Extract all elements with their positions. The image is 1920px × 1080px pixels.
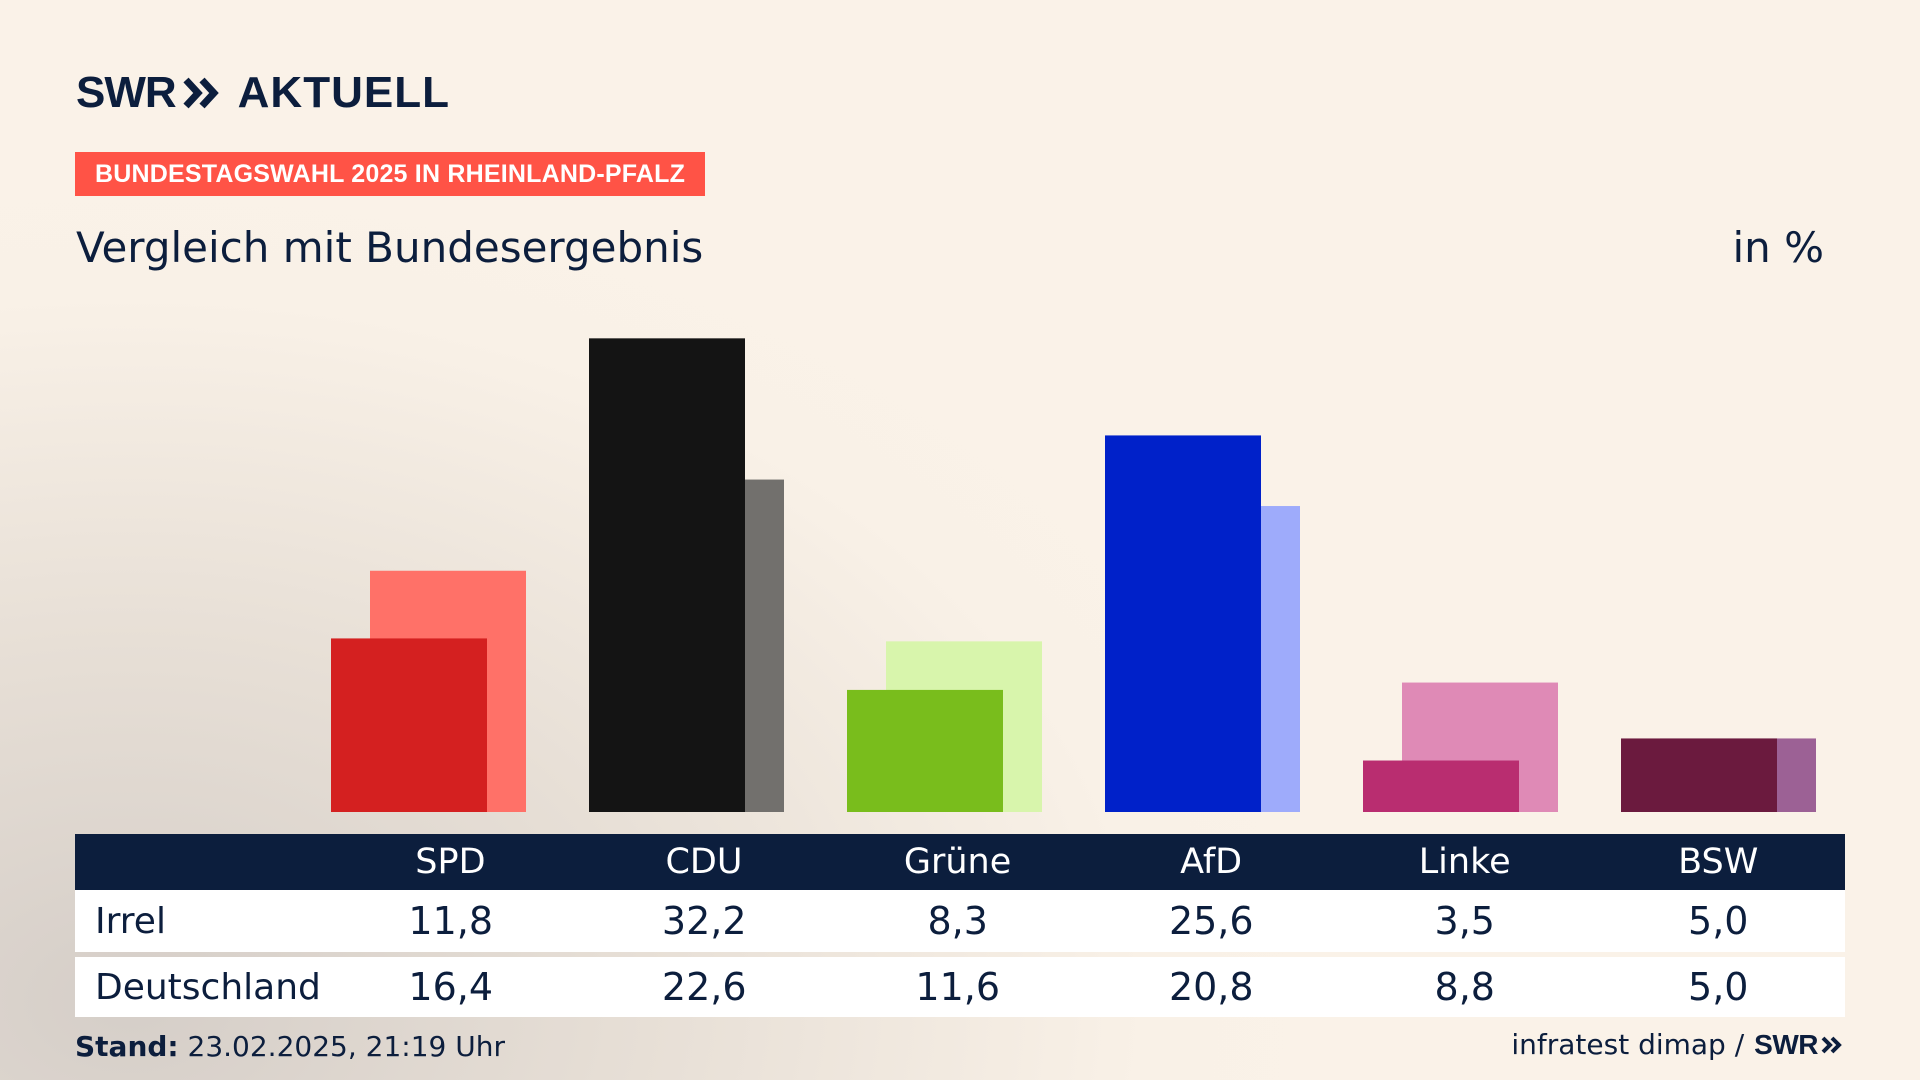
header-party-afd: AfD <box>1180 842 1243 882</box>
bar-irrel-bsw <box>1621 738 1777 812</box>
swr-aktuell-logo: SWR AKTUELL <box>76 66 450 120</box>
value-irrel-linke: 3,5 <box>1434 899 1495 943</box>
election-banner: BUNDESTAGSWAHL 2025 IN RHEINLAND-PFALZ <box>75 152 706 196</box>
value-irrel-spd: 11,8 <box>408 899 493 943</box>
timestamp: Stand: 23.02.2025, 21:19 Uhr <box>75 1030 505 1063</box>
value-irrel-cdu: 32,2 <box>661 899 747 943</box>
table-header: SPD CDU Grüne AfD Linke BSW <box>75 834 1845 890</box>
source-logo-text: SWR <box>1754 1028 1818 1060</box>
header-party-spd: SPD <box>415 842 486 882</box>
value-deutschland-spd: 16,4 <box>408 965 493 1009</box>
double-chevron-icon <box>183 77 219 109</box>
value-deutschland-linke: 8,8 <box>1434 965 1495 1009</box>
results-table: SPD CDU Grüne AfD Linke BSW Irrel 11,8 3… <box>75 834 1845 1017</box>
logo-swr-text: SWR <box>76 68 177 117</box>
value-irrel-bsw: 5,0 <box>1688 899 1749 943</box>
logo-aktuell-text: AKTUELL <box>237 68 450 117</box>
timestamp-value: 23.02.2025, 21:19 Uhr <box>178 1030 505 1063</box>
value-irrel-gruene: 8,3 <box>927 899 988 943</box>
chart-unit: in % <box>1732 223 1824 272</box>
header-spacer <box>75 834 324 890</box>
value-deutschland-gruene: 11,6 <box>915 965 1001 1009</box>
header-party-cdu: CDU <box>665 842 743 882</box>
source-text: infratest dimap / <box>1511 1028 1745 1061</box>
bar-irrel-cdu <box>589 338 745 812</box>
table-row-deutschland: Deutschland 16,4 22,6 11,6 20,8 8,8 5,0 <box>75 957 1845 1017</box>
header-party-bsw: BSW <box>1678 842 1759 882</box>
source-credit: infratest dimap / SWR <box>1511 1028 1844 1061</box>
timestamp-label: Stand: <box>75 1030 179 1063</box>
header-party-linke: Linke <box>1418 842 1511 882</box>
bar-irrel-afd <box>1105 435 1261 812</box>
value-deutschland-bsw: 5,0 <box>1688 965 1749 1009</box>
row-label-deutschland: Deutschland <box>95 966 321 1008</box>
small-double-chevron-icon <box>1821 1036 1842 1053</box>
value-deutschland-cdu: 22,6 <box>661 965 747 1009</box>
value-irrel-afd: 25,6 <box>1168 899 1254 943</box>
bar-irrel-spd <box>331 638 487 812</box>
value-deutschland-afd: 20,8 <box>1168 965 1254 1009</box>
bar-irrel-linke <box>1363 760 1519 812</box>
chart-title: Vergleich mit Bundesergebnis <box>76 223 704 272</box>
header-party-gruene: Grüne <box>903 842 1012 882</box>
bar-irrel-gruene <box>847 689 1003 812</box>
row-label-irrel: Irrel <box>95 900 166 942</box>
table-row-irrel: Irrel 11,8 32,2 8,3 25,6 3,5 5,0 <box>75 890 1845 952</box>
